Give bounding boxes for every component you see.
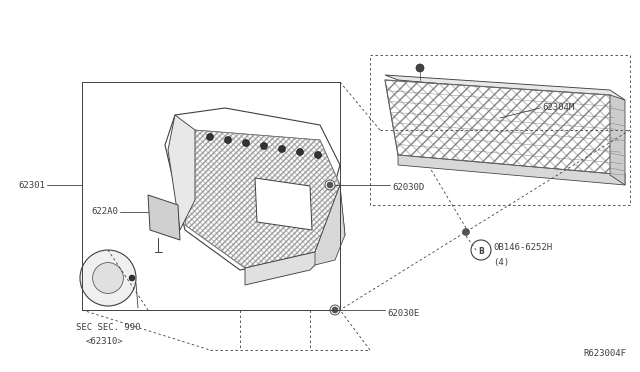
Text: 62030D: 62030D xyxy=(392,183,424,192)
Polygon shape xyxy=(398,155,625,185)
Circle shape xyxy=(471,240,491,260)
Polygon shape xyxy=(185,130,340,268)
Circle shape xyxy=(93,263,124,294)
Text: SEC SEC. 990: SEC SEC. 990 xyxy=(76,324,141,333)
Circle shape xyxy=(325,180,335,190)
Circle shape xyxy=(243,140,250,147)
Circle shape xyxy=(80,250,136,306)
Circle shape xyxy=(416,64,424,72)
Circle shape xyxy=(327,182,333,188)
Polygon shape xyxy=(385,80,625,175)
Polygon shape xyxy=(148,195,180,240)
Polygon shape xyxy=(315,185,345,265)
Circle shape xyxy=(260,142,268,150)
Circle shape xyxy=(463,228,470,235)
Circle shape xyxy=(225,137,232,144)
Circle shape xyxy=(330,305,340,315)
Polygon shape xyxy=(245,190,345,285)
Text: R623004F: R623004F xyxy=(583,349,626,358)
Circle shape xyxy=(129,275,135,281)
Text: <62310>: <62310> xyxy=(86,337,124,346)
Text: 62030E: 62030E xyxy=(387,308,419,317)
Circle shape xyxy=(296,148,303,155)
Text: 62304M: 62304M xyxy=(542,103,574,112)
Text: B: B xyxy=(478,247,484,256)
Text: 62301: 62301 xyxy=(18,180,45,189)
Circle shape xyxy=(207,134,214,141)
Text: (4): (4) xyxy=(493,257,509,266)
Polygon shape xyxy=(168,115,195,230)
Polygon shape xyxy=(255,178,312,230)
Text: 0B146-6252H: 0B146-6252H xyxy=(493,244,552,253)
Polygon shape xyxy=(385,75,625,100)
Circle shape xyxy=(332,307,338,313)
Polygon shape xyxy=(165,108,340,270)
Circle shape xyxy=(314,151,321,158)
Polygon shape xyxy=(610,95,625,185)
Circle shape xyxy=(278,145,285,153)
Text: 622A0: 622A0 xyxy=(91,208,118,217)
